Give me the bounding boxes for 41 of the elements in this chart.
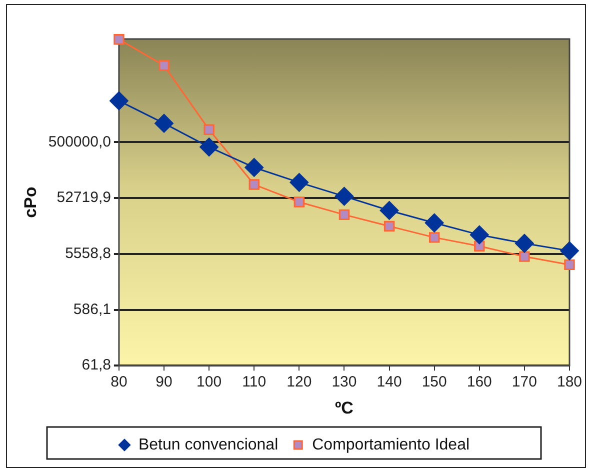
point (384, 220, 395, 232)
point (560, 241, 579, 260)
point (428, 232, 440, 243)
legend-label: Betun convencional (138, 436, 278, 454)
point (244, 158, 264, 177)
y-tick-label: 500000,0 (48, 133, 111, 150)
x-tick-label: 150 (422, 374, 447, 391)
y-tick-label: 52719,9 (56, 189, 111, 206)
x-tick-label: 80 (110, 374, 128, 391)
point (519, 251, 530, 262)
x-tick-label: 160 (466, 374, 492, 391)
point (424, 213, 444, 232)
point (338, 209, 350, 220)
y-tick-label: 5558,8 (65, 245, 111, 262)
point (200, 138, 219, 157)
point (204, 124, 214, 135)
x-tick-label: 120 (286, 374, 312, 391)
y-axis-title: cPo (20, 186, 40, 218)
point (154, 114, 174, 133)
x-tick-label: 110 (242, 374, 266, 391)
x-tick-label: 140 (376, 374, 402, 391)
point (470, 225, 489, 244)
point (564, 259, 575, 270)
point (109, 91, 128, 110)
y-tick-label: 586,1 (73, 300, 111, 318)
x-tick-label: 130 (332, 374, 357, 391)
x-axis-title: ºC (334, 398, 354, 418)
x-tick-label: 170 (512, 374, 537, 391)
point (334, 186, 354, 206)
point (380, 200, 399, 220)
legend-label: Comportamiento Ideal (312, 436, 470, 454)
point (158, 60, 170, 71)
point (514, 234, 534, 253)
y-tick-label: 61,8 (82, 356, 111, 374)
point (294, 196, 305, 208)
x-tick-label: 90 (156, 374, 172, 391)
point (114, 34, 124, 45)
x-tick-label: 100 (196, 374, 222, 391)
x-tick-label: 180 (556, 374, 582, 391)
point (248, 179, 260, 190)
point (290, 172, 309, 192)
